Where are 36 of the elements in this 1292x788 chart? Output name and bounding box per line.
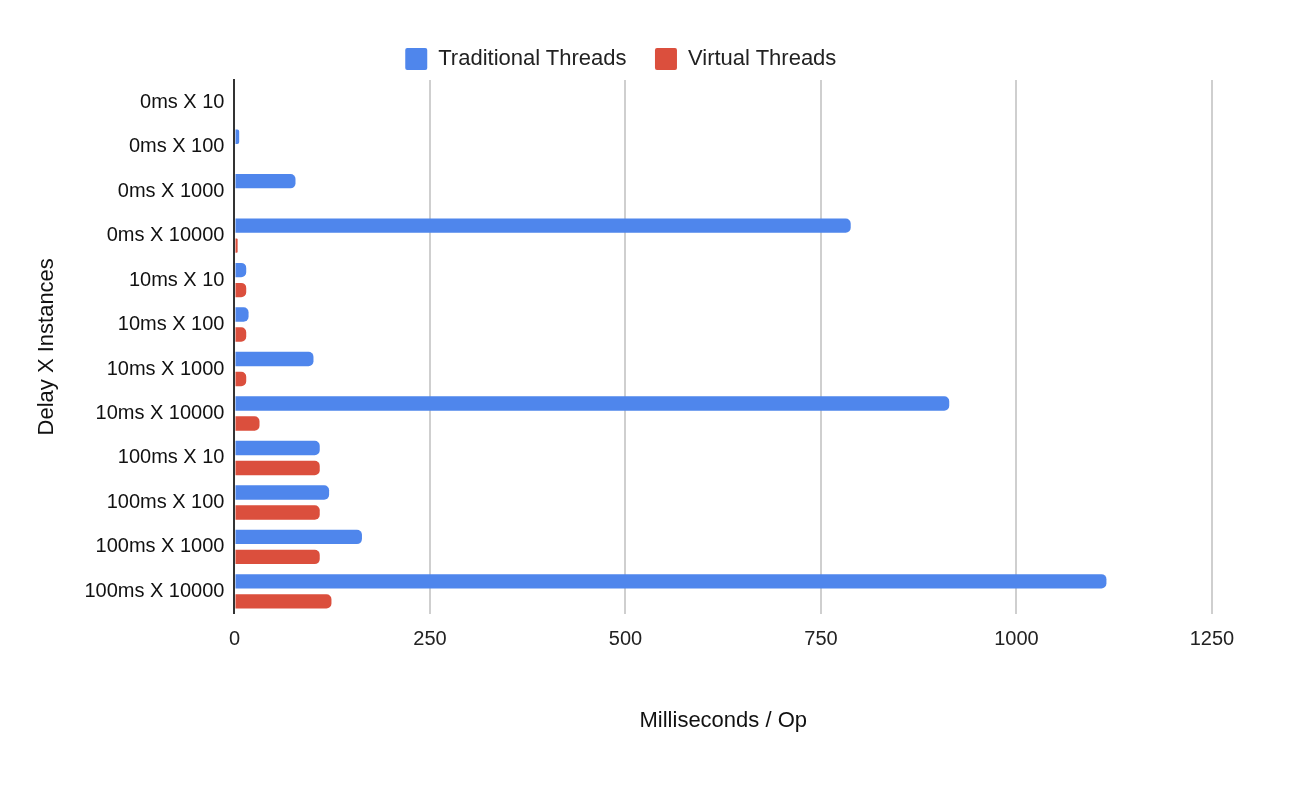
bar — [235, 529, 362, 545]
y-tick-label: 0ms X 100 — [128, 134, 225, 157]
y-tick-label: 0ms X 10 — [140, 89, 225, 112]
y-tick-label: 0ms X 10000 — [106, 223, 225, 246]
y-tick-label: 10ms X 100 — [117, 312, 225, 335]
legend-label: Traditional Threads — [438, 45, 627, 71]
y-tick-label: 100ms X 1000 — [95, 534, 225, 557]
bar — [235, 594, 332, 609]
x-tick-label: 0 — [228, 627, 241, 650]
bar — [235, 218, 851, 233]
x-tick-label: 500 — [608, 627, 643, 650]
bar — [235, 396, 950, 411]
x-axis-title: Milliseconds / Op — [639, 706, 808, 732]
bar — [235, 351, 314, 367]
y-tick-label: 100ms X 100 — [106, 489, 225, 512]
y-axis-title: Delay X Instances — [33, 258, 59, 436]
y-tick-label: 10ms X 10000 — [95, 401, 225, 424]
x-tick-label: 1000 — [994, 627, 1039, 650]
x-tick-label: 250 — [413, 627, 447, 650]
y-tick-label: 100ms X 10000 — [84, 578, 225, 601]
y-tick-label: 0ms X 1000 — [117, 178, 225, 201]
bar — [235, 129, 240, 144]
bar — [235, 549, 320, 565]
bar — [235, 173, 296, 189]
y-tick-label: 100ms X 10 — [117, 445, 225, 468]
y-tick-label: 10ms X 10 — [128, 267, 225, 290]
y-tick-label: 10ms X 1000 — [106, 356, 225, 379]
bar — [235, 574, 1107, 589]
bar — [235, 416, 260, 431]
bar — [235, 485, 330, 500]
x-tick-label: 1250 — [1189, 627, 1235, 650]
legend-label: Virtual Threads — [687, 45, 837, 71]
x-tick-label: 750 — [804, 627, 838, 650]
bar — [235, 460, 320, 476]
bar — [235, 440, 320, 456]
bar — [235, 505, 320, 520]
